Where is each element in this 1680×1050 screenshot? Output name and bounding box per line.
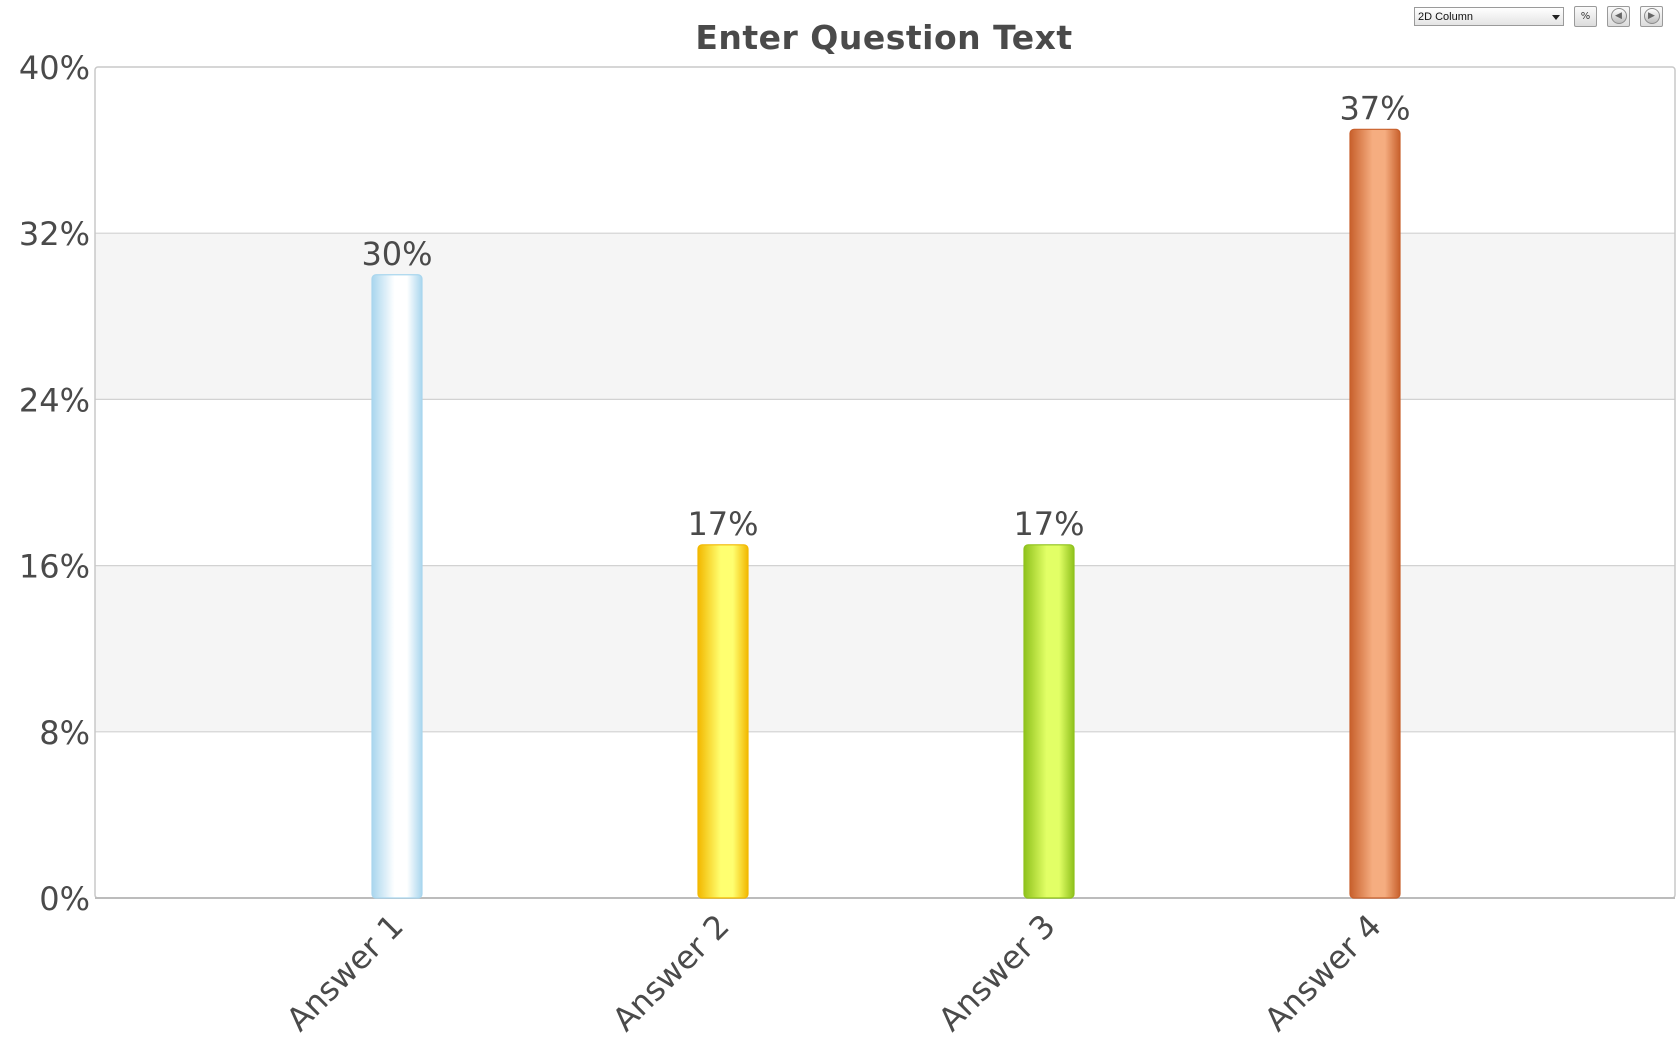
y-tick-label: 40% [19, 49, 90, 87]
y-tick-label: 16% [19, 548, 90, 586]
x-tick-label: Answer 3 [931, 907, 1063, 1039]
chart-title: Enter Question Text [695, 18, 1073, 57]
bar-answer-4 [1349, 128, 1401, 899]
x-tick-label: Answer 2 [605, 907, 737, 1039]
percent-icon: % [1580, 10, 1591, 22]
grid-band [95, 565, 1675, 732]
bar-answer-3 [1023, 544, 1075, 899]
y-tick-label: 24% [19, 381, 90, 419]
y-tick-label: 8% [39, 714, 90, 752]
y-tick-label: 32% [19, 215, 90, 253]
percent-toggle-button[interactable]: % [1574, 5, 1597, 27]
grid-band [95, 233, 1675, 400]
data-label: 30% [361, 235, 432, 273]
chevron-down-icon [1552, 14, 1560, 20]
x-tick-label: Answer 4 [1257, 907, 1389, 1039]
next-button[interactable]: ▶ [1640, 5, 1663, 27]
x-tick-label: Answer 1 [279, 907, 411, 1039]
chart-type-value: 2D Column [1418, 10, 1474, 23]
plot-frame [94, 66, 1676, 899]
bar-answer-2 [697, 544, 749, 899]
chart-toolbar: 2D Column % ◀ ▶ [1414, 4, 1663, 28]
arrow-left-circle-icon: ◀ [1610, 8, 1627, 24]
arrow-right-circle-icon: ▶ [1643, 8, 1660, 24]
data-label: 17% [687, 505, 758, 543]
y-tick-label: 0% [39, 880, 90, 918]
data-label: 17% [1013, 505, 1084, 543]
bar-answer-1 [371, 274, 423, 899]
data-label: 37% [1339, 89, 1410, 127]
previous-button[interactable]: ◀ [1607, 5, 1630, 27]
chart-type-select[interactable]: 2D Column [1414, 6, 1564, 26]
